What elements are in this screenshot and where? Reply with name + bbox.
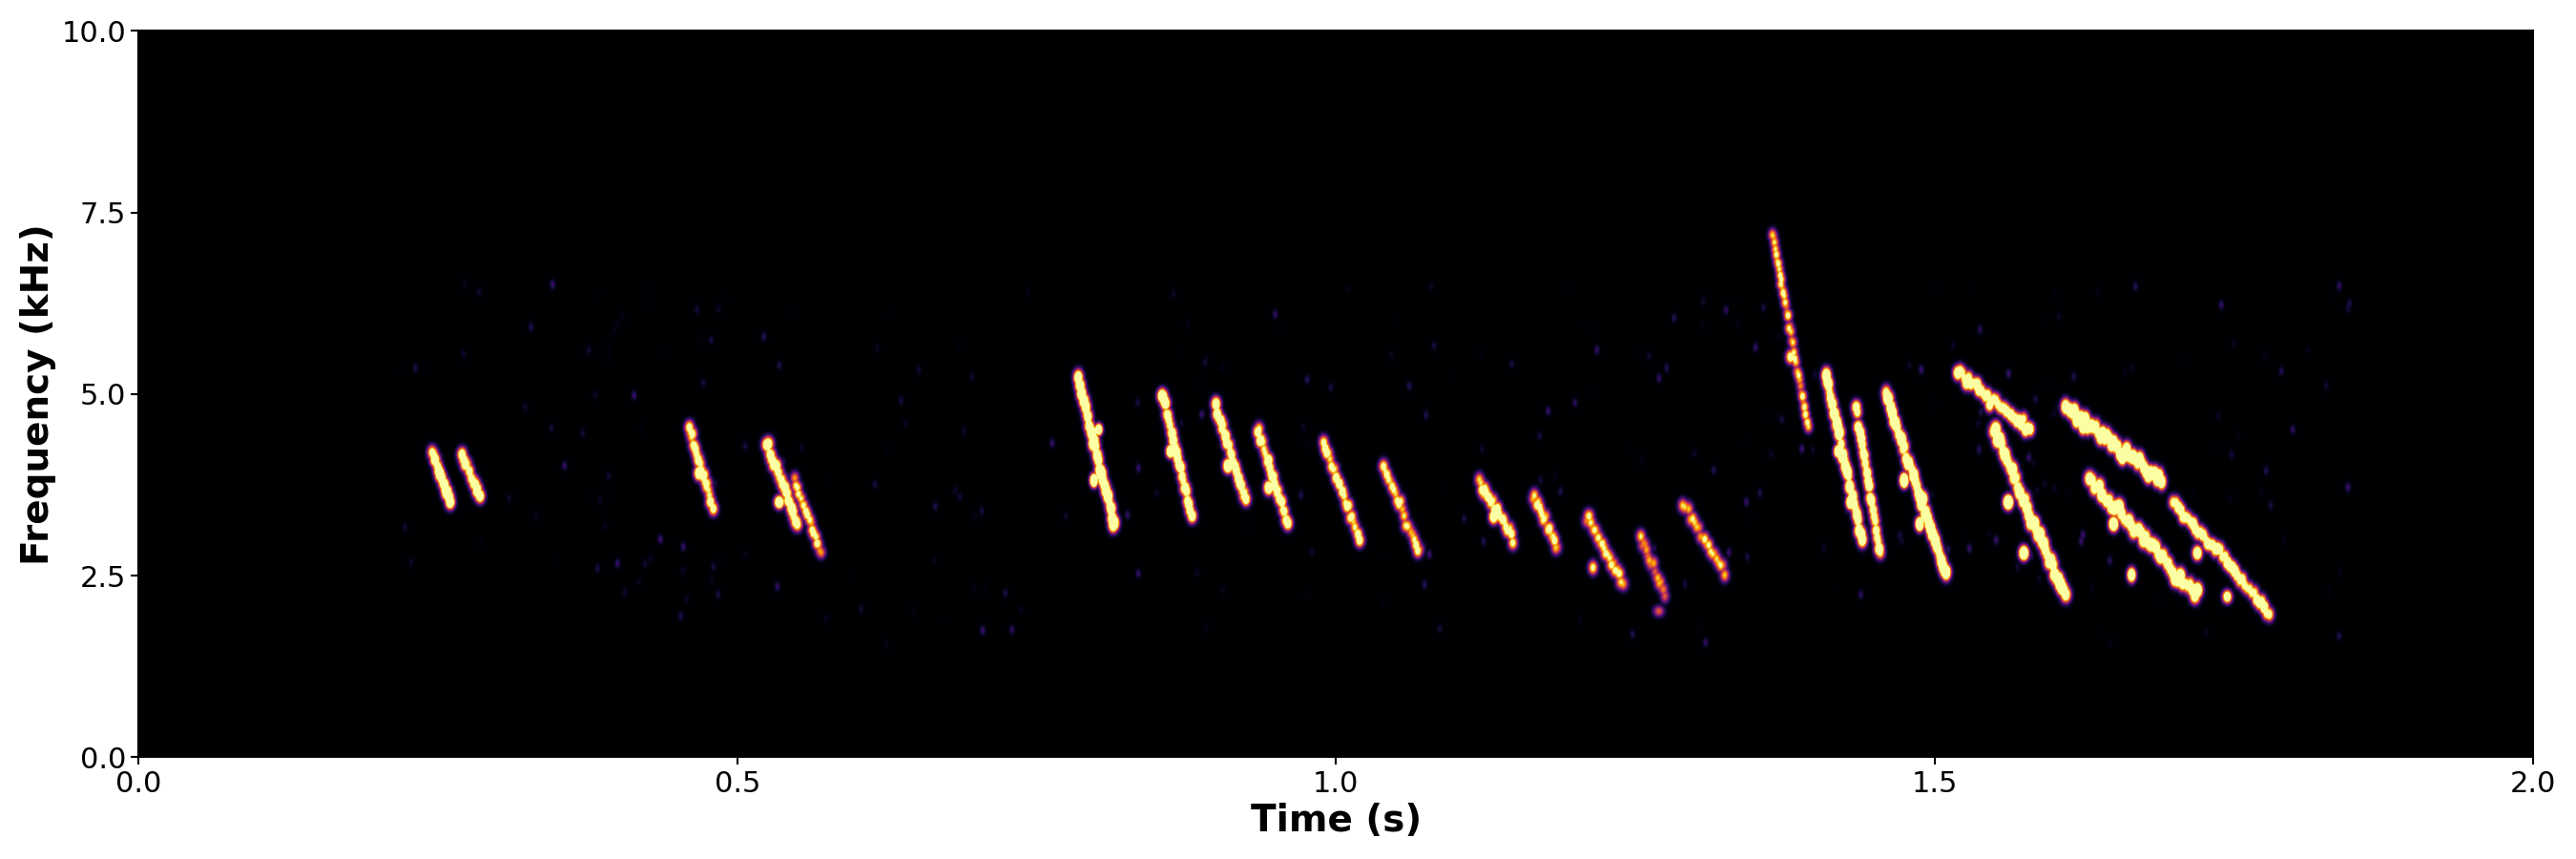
Y-axis label: Frequency (kHz): Frequency (kHz) <box>21 223 57 565</box>
X-axis label: Time (s): Time (s) <box>1249 803 1422 839</box>
